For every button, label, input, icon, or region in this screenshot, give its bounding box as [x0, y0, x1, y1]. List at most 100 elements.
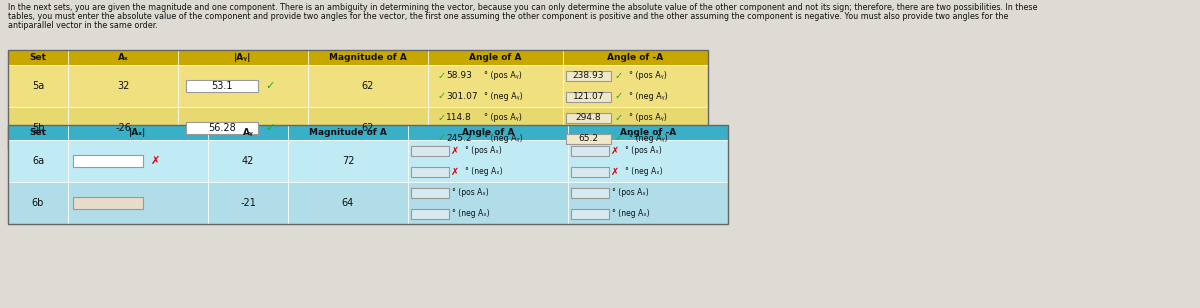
Text: ✓: ✓	[614, 71, 623, 80]
Text: |Aᵧ|: |Aᵧ|	[234, 53, 252, 62]
Bar	[428, 107, 563, 149]
Text: ° (neg Aᵧ): ° (neg Aᵧ)	[629, 134, 667, 143]
Text: ✗: ✗	[451, 167, 460, 176]
Bar	[68, 125, 208, 140]
Text: ° (neg Aᵧ): ° (neg Aᵧ)	[484, 92, 523, 101]
Text: Angle of A: Angle of A	[462, 128, 515, 137]
Text: Aᵧ: Aᵧ	[242, 128, 253, 137]
Text: ✓: ✓	[614, 133, 623, 144]
Bar	[571, 188, 610, 197]
Text: Aₓ: Aₓ	[118, 53, 128, 62]
Text: ° (neg Aₓ): ° (neg Aₓ)	[466, 167, 503, 176]
Bar	[571, 167, 610, 176]
Text: 5a: 5a	[32, 81, 44, 91]
Text: 72: 72	[342, 156, 354, 166]
Text: 6a: 6a	[32, 156, 44, 166]
Text: ✓: ✓	[265, 81, 275, 91]
Text: Angle of -A: Angle of -A	[607, 53, 664, 62]
Text: ✗: ✗	[150, 156, 160, 166]
Bar	[408, 125, 568, 140]
Text: Set: Set	[30, 128, 47, 137]
Text: ° (pos Aₓ): ° (pos Aₓ)	[452, 188, 488, 197]
Bar	[8, 50, 68, 65]
Text: antiparallel vector in the same order.: antiparallel vector in the same order.	[8, 21, 158, 30]
Text: ✗: ✗	[611, 167, 619, 176]
Bar	[571, 209, 610, 218]
Text: 238.93: 238.93	[572, 71, 605, 80]
Bar	[178, 50, 308, 65]
Text: ° (neg Aᵧ): ° (neg Aᵧ)	[629, 92, 667, 101]
Bar	[410, 209, 449, 218]
Bar	[408, 140, 568, 182]
Text: ✓: ✓	[614, 112, 623, 123]
Bar	[186, 122, 258, 134]
Text: ° (neg Aₓ): ° (neg Aₓ)	[612, 209, 649, 218]
Bar	[73, 155, 143, 167]
Text: Magnitude of A: Magnitude of A	[329, 53, 407, 62]
Text: Angle of A: Angle of A	[469, 53, 522, 62]
Bar	[68, 50, 178, 65]
Bar	[8, 140, 68, 182]
Text: 62: 62	[362, 81, 374, 91]
Text: -21: -21	[240, 198, 256, 208]
Bar	[566, 112, 611, 123]
Text: ° (pos Aᵧ): ° (pos Aᵧ)	[484, 113, 522, 122]
Text: 6b: 6b	[32, 198, 44, 208]
Bar	[208, 182, 288, 224]
Bar	[428, 65, 563, 107]
Bar	[410, 145, 449, 156]
Bar	[8, 65, 68, 107]
Text: 58.93: 58.93	[446, 71, 472, 80]
Text: 64: 64	[342, 198, 354, 208]
Text: |Aₓ|: |Aₓ|	[130, 128, 146, 137]
Bar	[288, 125, 408, 140]
Bar	[563, 65, 708, 107]
Text: ✓: ✓	[438, 71, 446, 80]
Text: 5b: 5b	[31, 123, 44, 133]
Text: Set: Set	[30, 53, 47, 62]
Bar	[8, 125, 68, 140]
Text: ° (pos Aᵧ): ° (pos Aᵧ)	[629, 71, 667, 80]
Bar	[288, 140, 408, 182]
Text: 65.2: 65.2	[578, 134, 599, 143]
Bar	[410, 167, 449, 176]
Text: ✓: ✓	[265, 123, 275, 133]
Text: ✗: ✗	[611, 145, 619, 156]
Bar	[208, 140, 288, 182]
Bar	[186, 80, 258, 92]
Text: 53.1: 53.1	[211, 81, 233, 91]
Text: ✓: ✓	[438, 133, 446, 144]
Bar	[566, 91, 611, 102]
Text: ✓: ✓	[614, 91, 623, 102]
Text: 32: 32	[116, 81, 130, 91]
Bar	[410, 188, 449, 197]
Bar	[288, 182, 408, 224]
Text: ° (pos Aₓ): ° (pos Aₓ)	[466, 146, 502, 155]
Bar	[208, 125, 288, 140]
Text: ° (pos Aₓ): ° (pos Aₓ)	[612, 188, 649, 197]
Bar	[568, 125, 728, 140]
Text: 245.2: 245.2	[446, 134, 472, 143]
Text: ° (neg Aₓ): ° (neg Aₓ)	[625, 167, 662, 176]
Text: 114.8: 114.8	[446, 113, 472, 122]
Text: In the next sets, you are given the magnitude and one component. There is an amb: In the next sets, you are given the magn…	[8, 3, 1038, 12]
Bar	[563, 107, 708, 149]
Bar	[308, 65, 428, 107]
Bar	[73, 197, 143, 209]
Bar	[568, 182, 728, 224]
Bar	[68, 182, 208, 224]
Bar	[408, 182, 568, 224]
Text: 294.8: 294.8	[576, 113, 601, 122]
Bar	[68, 140, 208, 182]
Bar	[178, 107, 308, 149]
Bar	[571, 145, 610, 156]
Text: ✓: ✓	[438, 112, 446, 123]
Text: Angle of -A: Angle of -A	[620, 128, 676, 137]
Text: Magnitude of A: Magnitude of A	[310, 128, 386, 137]
Text: tables, you must enter the absolute value of the component and provide two angle: tables, you must enter the absolute valu…	[8, 12, 1008, 21]
Text: ° (pos Aᵧ): ° (pos Aᵧ)	[484, 71, 522, 80]
Bar	[178, 65, 308, 107]
Bar	[68, 65, 178, 107]
Text: -26: -26	[115, 123, 131, 133]
Bar	[68, 107, 178, 149]
